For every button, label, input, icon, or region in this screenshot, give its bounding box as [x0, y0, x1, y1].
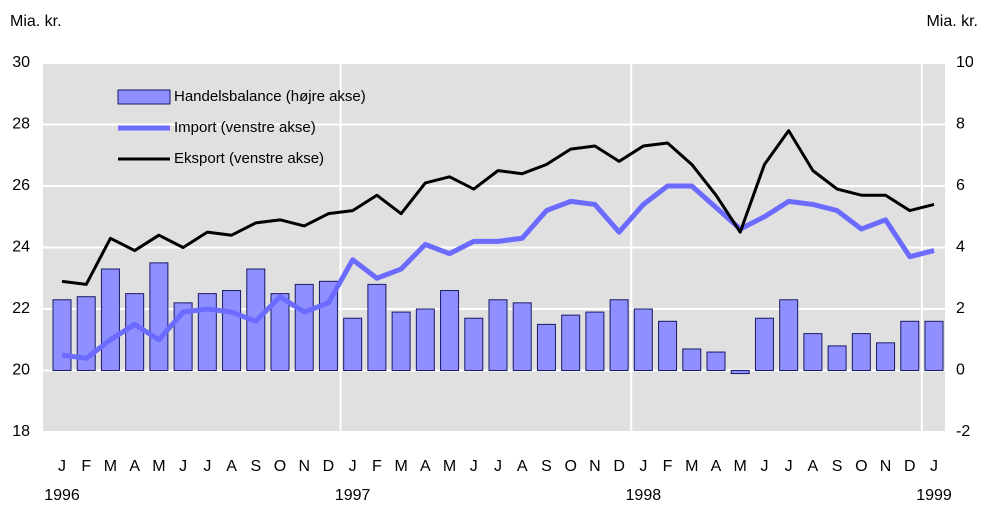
bar [754, 317, 774, 372]
x-tick-label: J [930, 458, 938, 475]
line [61, 183, 935, 361]
y-tick-label: 20 [12, 362, 30, 379]
x-tick-label: A [711, 458, 722, 475]
x-tick-label: N [589, 458, 601, 475]
bar [876, 342, 896, 372]
x-tick-label: S [832, 458, 843, 475]
y2-tick-label: 0 [956, 362, 965, 379]
y2-tick-label: 2 [956, 300, 965, 317]
bar [367, 283, 387, 371]
y-tick-label: 22 [12, 300, 30, 317]
x-tick-label: O [855, 458, 867, 475]
y2-tick-label: 6 [956, 177, 965, 194]
bar [440, 290, 460, 371]
bar [488, 299, 508, 371]
y2-tick-label: 4 [956, 239, 965, 256]
x-tick-label: M [685, 458, 698, 475]
x-tick-label: D [904, 458, 916, 475]
x-tick-label: M [443, 458, 456, 475]
bar [270, 293, 290, 371]
x-tick-label: J [349, 458, 357, 475]
bar [561, 314, 581, 371]
x-tick-label: N [298, 458, 310, 475]
bar [851, 333, 871, 372]
bar [900, 320, 920, 371]
y-tick-label: 18 [12, 423, 30, 440]
x-tick-label: M [152, 458, 165, 475]
bar [464, 317, 484, 372]
x-tick-label: J [58, 458, 66, 475]
bar [125, 293, 145, 371]
bar [343, 317, 363, 372]
x-tick-label: N [880, 458, 892, 475]
x-tick-label: J [760, 458, 768, 475]
bar [779, 299, 799, 371]
y2-tick-label: 8 [956, 116, 965, 133]
year-label: 1998 [626, 487, 662, 504]
y-tick-label: 24 [12, 239, 30, 256]
bar [803, 333, 823, 372]
x-tick-label: M [394, 458, 407, 475]
x-tick-label: J [639, 458, 647, 475]
bar [391, 311, 411, 372]
x-tick-label: J [785, 458, 793, 475]
year-label: 1999 [916, 487, 952, 504]
bar [294, 283, 314, 371]
x-tick-label: S [250, 458, 261, 475]
x-tick-label: J [470, 458, 478, 475]
bar [924, 320, 944, 371]
x-tick-label: J [203, 458, 211, 475]
x-tick-label: A [129, 458, 140, 475]
bar [222, 290, 242, 371]
line [61, 129, 935, 286]
x-tick-label: M [734, 458, 747, 475]
x-tick-label: A [226, 458, 237, 475]
bar [682, 348, 702, 372]
bar [536, 323, 556, 371]
x-tick-label: F [372, 458, 382, 475]
bar [197, 293, 217, 371]
bar [149, 262, 169, 371]
x-tick-label: D [323, 458, 335, 475]
y2-tick-label: -2 [956, 423, 970, 440]
bar [633, 308, 653, 371]
y2-axis-label: Mia. kr. [926, 13, 978, 30]
bar [706, 351, 726, 371]
legend-swatch [117, 89, 171, 105]
legend-label: Eksport (venstre akse) [174, 150, 324, 167]
bar [512, 302, 532, 372]
x-tick-label: F [663, 458, 673, 475]
x-tick-label: J [494, 458, 502, 475]
x-tick-label: A [808, 458, 819, 475]
x-tick-label: A [517, 458, 528, 475]
y2-tick-label: 10 [956, 54, 974, 71]
y-tick-label: 28 [12, 116, 30, 133]
bar [609, 299, 629, 371]
legend-label: Handelsbalance (højre akse) [174, 88, 366, 105]
x-tick-label: F [81, 458, 91, 475]
x-tick-label: J [179, 458, 187, 475]
legend-label: Import (venstre akse) [174, 119, 316, 136]
bar [52, 299, 72, 371]
year-label: 1997 [335, 487, 371, 504]
bar [658, 320, 678, 371]
bar [415, 308, 435, 371]
x-tick-label: D [613, 458, 625, 475]
x-tick-label: A [420, 458, 431, 475]
y-axis-label: Mia. kr. [10, 13, 62, 30]
x-tick-label: O [564, 458, 576, 475]
y-tick-label: 26 [12, 177, 30, 194]
bar [100, 268, 120, 371]
bar [585, 311, 605, 372]
y-tick-label: 30 [12, 54, 30, 71]
x-tick-label: S [541, 458, 552, 475]
x-tick-label: M [104, 458, 117, 475]
x-tick-label: O [274, 458, 286, 475]
bar [730, 370, 750, 375]
bar [827, 345, 847, 371]
year-label: 1996 [44, 487, 80, 504]
